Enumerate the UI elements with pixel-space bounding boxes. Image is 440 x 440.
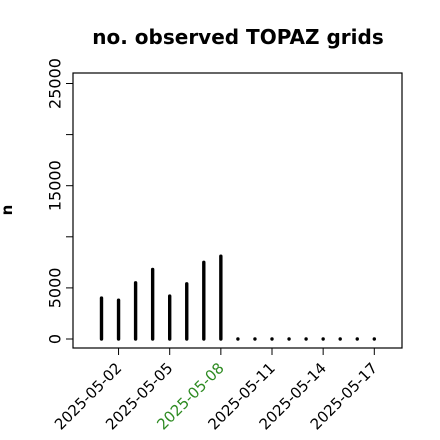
y-axis-label: n bbox=[0, 205, 16, 216]
y-tick-label: 0 bbox=[46, 334, 65, 344]
bars bbox=[99, 254, 376, 341]
chart-title: no. observed TOPAZ grids bbox=[92, 25, 383, 49]
x-axis: 2025-05-022025-05-052025-05-082025-05-11… bbox=[51, 348, 381, 433]
y-tick-label: 25000 bbox=[46, 58, 65, 109]
y-axis: 0 5000 15000 25000 bbox=[46, 58, 73, 344]
y-tick-label: 15000 bbox=[46, 160, 65, 211]
y-tick-label: 5000 bbox=[46, 268, 65, 309]
plot-frame bbox=[72, 72, 403, 349]
